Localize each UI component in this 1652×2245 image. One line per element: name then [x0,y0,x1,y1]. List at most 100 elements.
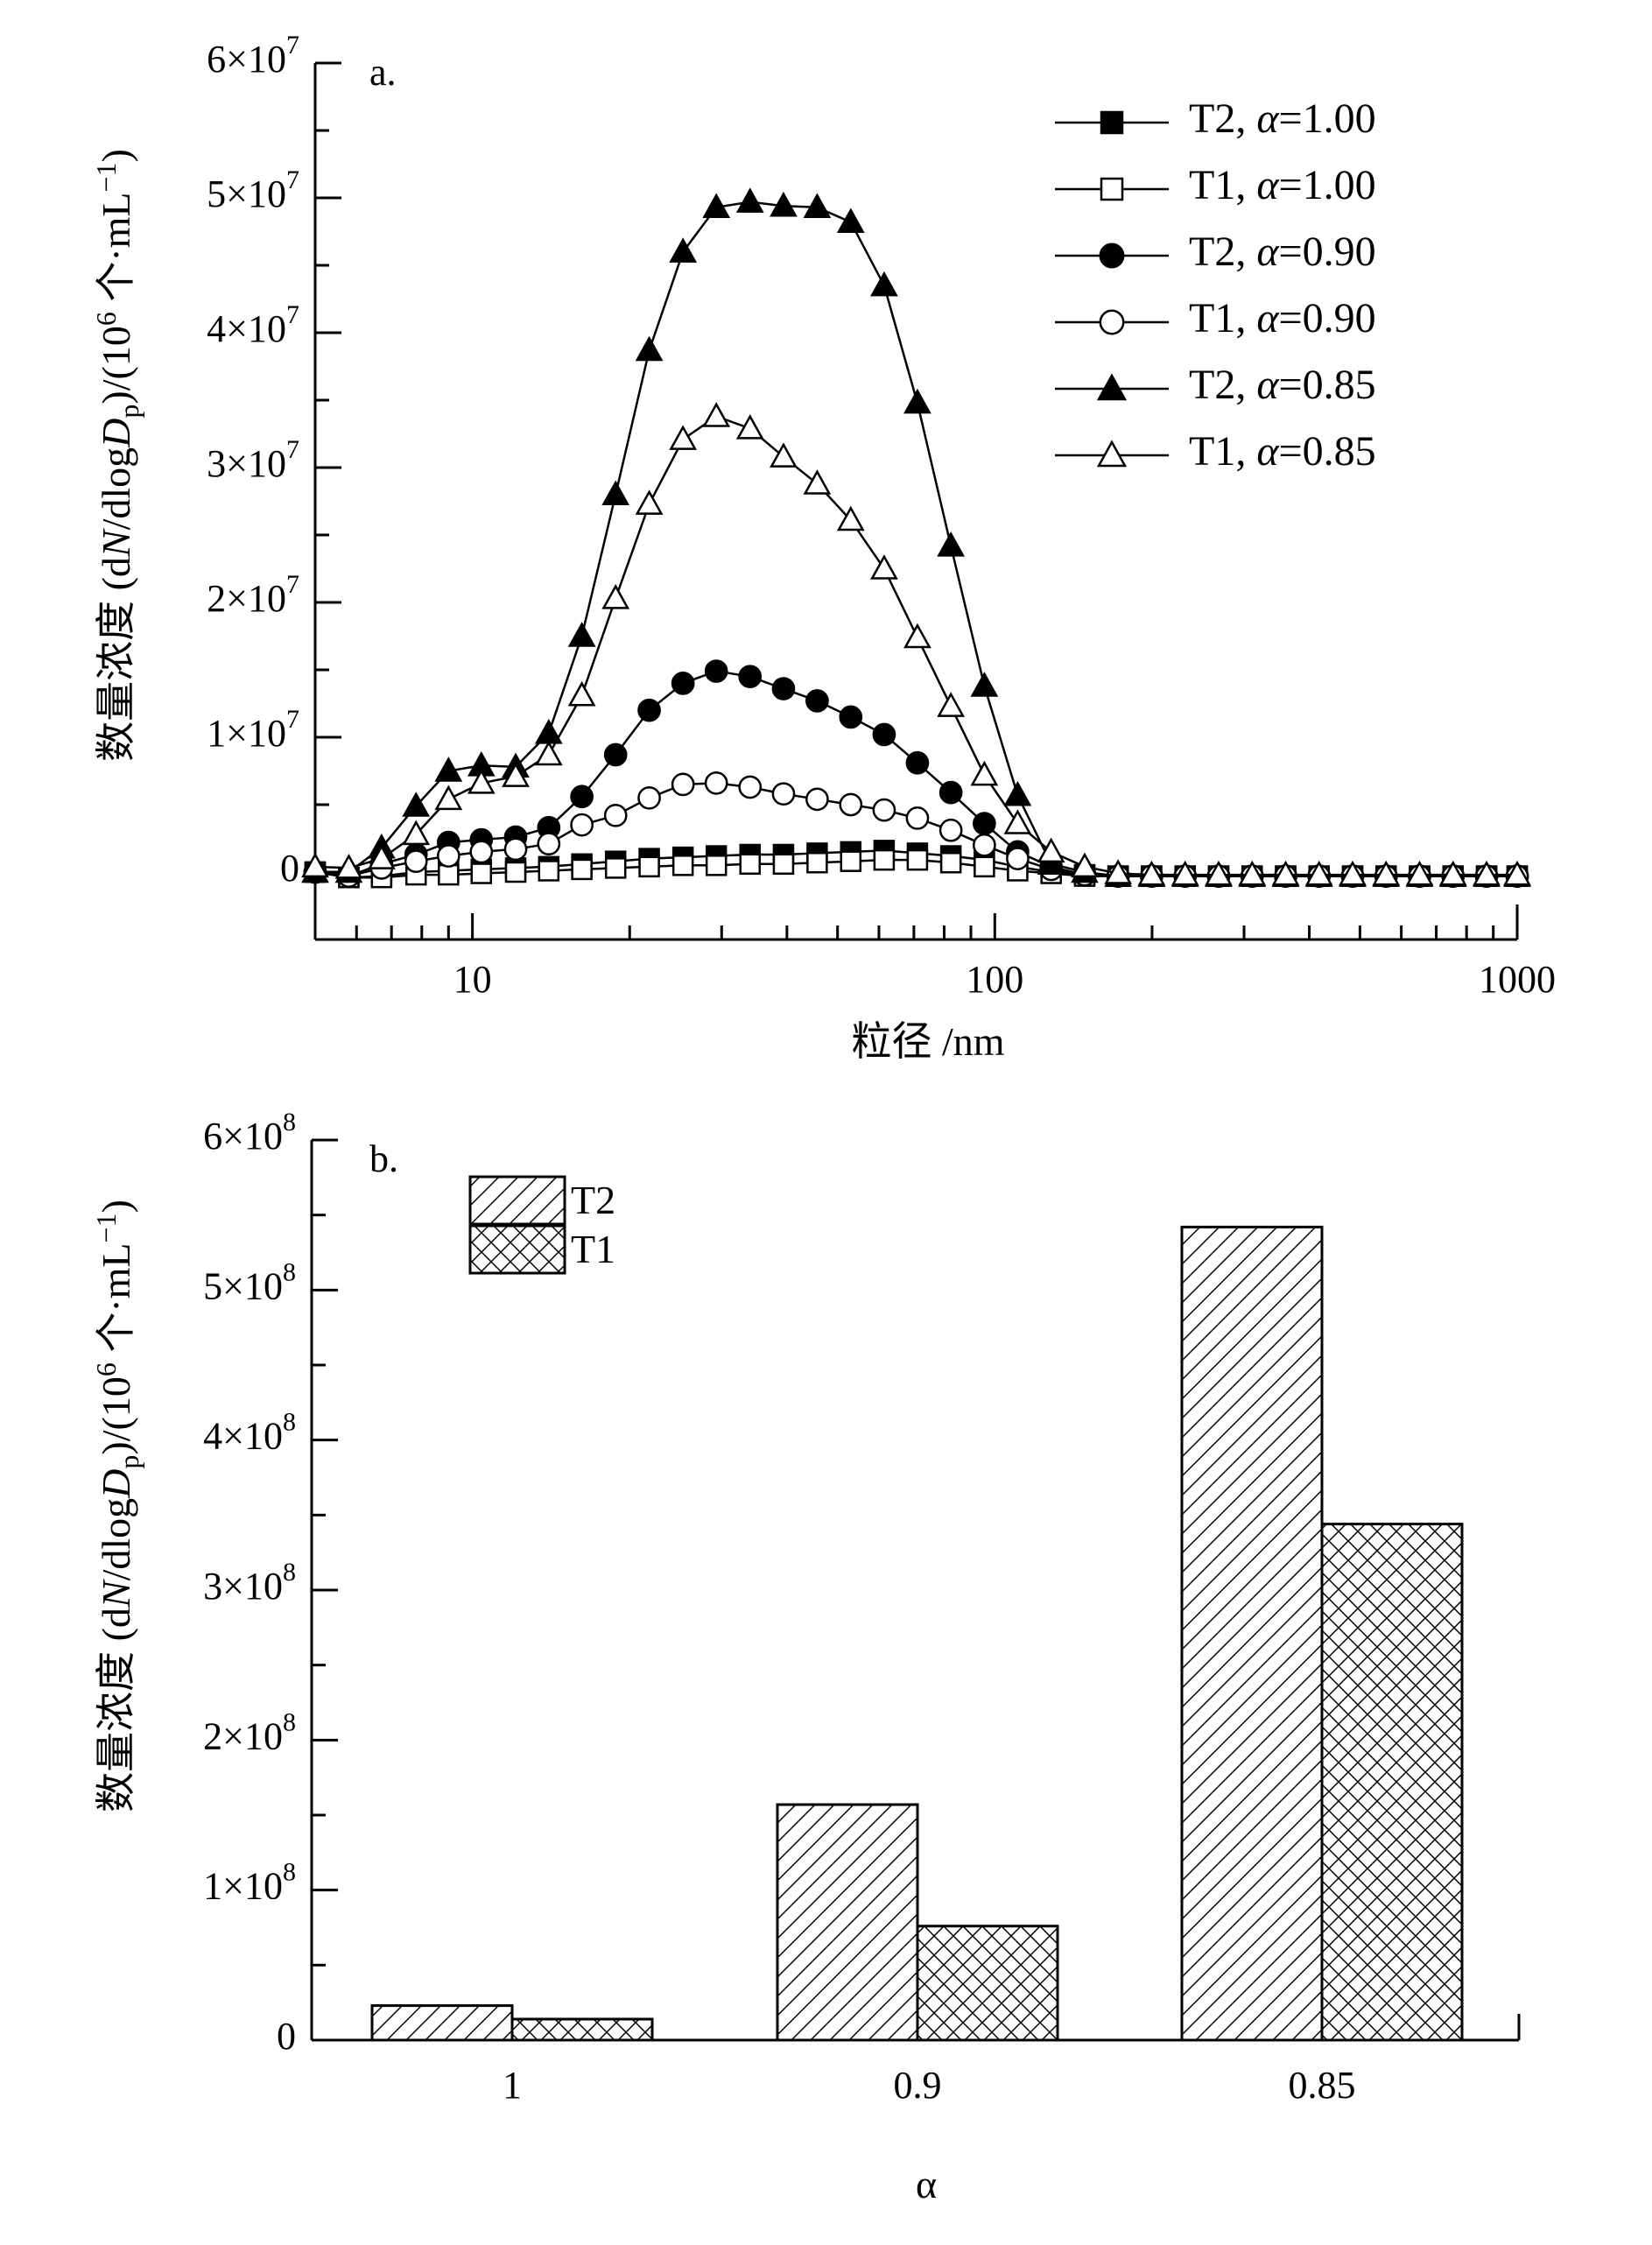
panel-a-data-point [469,840,494,864]
panel-a-data-point [404,849,428,874]
panel-a-data-point [671,772,695,797]
panel-b-legend-label: T1 [571,1227,615,1271]
panel-a-data-point [1438,860,1467,886]
panel-a-data-point [839,792,863,817]
panel-a-legend-marker [1096,440,1128,468]
panel-a-y-tick-label: 0 [280,847,299,890]
panel-b-legend-item-1: T1 [468,1224,615,1275]
panel-a-legend-item-3: T1, α=0.90 [1055,295,1376,341]
panel-a-legend-item-1: T1, α=1.00 [1055,162,1376,208]
panel-a-data-point [669,425,698,450]
panel-a-data-point [1372,860,1401,886]
panel-a-data-point [840,850,862,872]
panel-a-data-point [334,854,363,879]
panel-a-data-point [1339,860,1367,886]
panel-a-data-point [567,622,596,647]
panel-a-data-point [872,798,896,822]
panel-b-bar [1180,1225,1324,2042]
panel-a-data-point [434,757,463,782]
panel-a-data-point [870,554,898,580]
panel-b-x-tick-labels: 1 0.9 0.85 [503,2014,1356,2107]
panel-a-data-point [1473,860,1501,886]
panel-b-y-tick-label: 0 [277,2015,296,2058]
panel-a-data-point [938,780,963,805]
panel-a-data-point [367,844,396,869]
panel-a-data-point [939,851,962,874]
panel-a-legend-marker [1099,309,1125,335]
panel-a-data-point [1037,837,1065,863]
panel-a-data-point [937,531,966,557]
panel-a-data-point [1006,847,1030,870]
panel-a-data-point [1170,860,1199,886]
panel-a-legend-marker [1099,243,1125,269]
panel-a-data-point [704,771,728,795]
panel-a-legend-item-5: T1, α=0.85 [1055,428,1376,475]
panel-a-data-point [938,818,963,842]
panel-a-data-point [1037,849,1065,876]
panel-a-data-point [1205,860,1233,886]
panel-a-data-point [704,659,728,683]
panel-a-legend: T2, α=1.00 T1, α=1.00 T2, α=0.90 T1, α=0.90… [1055,95,1376,475]
panel-a-data-point [738,775,763,799]
panel-b-legend-swatch [468,1175,566,1226]
panel-b-y-tick-label: 4×108 [203,1408,296,1458]
panel-b-y-tick-label: 2×108 [203,1707,296,1757]
panel-a-data-point [805,787,829,812]
panel-a-x-axis-title: 粒径 /nm [851,1019,1004,1064]
panel-a-x-tick-label: 10 [453,958,492,1001]
panel-a-data-point [905,750,930,775]
panel-a-data-point [771,782,796,806]
panel-b-label: b. [369,1137,398,1180]
panel-a-data-point [705,855,728,876]
panel-a-data-point [805,689,829,713]
panel-a-data-point [738,665,763,689]
panel-a-data-point [504,861,527,883]
panel-a-data-point [637,785,661,810]
panel-b-bar [916,1925,1059,2042]
panel-a-legend-marker [1100,110,1124,135]
panel-a-legend-label: T1, α=1.00 [1189,162,1376,208]
panel-a-y-axis-title: 数量浓度 (dN/dlogDp)/(106 个·mL−1) [90,149,144,762]
panel-a-data-point [970,760,999,786]
panel-a-legend-label: T1, α=0.85 [1189,428,1376,475]
panel-a-data-point [438,863,460,886]
panel-a-data-point [1003,809,1032,834]
panel-a-data-point [669,237,698,263]
panel-a-data-point [771,677,796,700]
panel-a-legend-marker [1100,177,1124,201]
panel-a-data-point [603,742,628,767]
panel-a-data-point [1104,859,1133,884]
panel-a-data-point [872,722,896,747]
panel-a-data-point [906,848,929,871]
panel-b-bar [1320,1523,1464,2042]
panel-a-data-point [538,860,560,882]
panel-b-y-tick-label: 3×108 [203,1558,296,1608]
panel-a-data-point [1238,860,1267,886]
panel-a-data-point [638,855,660,878]
panel-a-data-point [671,855,694,876]
panel-a-data-point [301,852,329,878]
panel-b-y-axis-title: 数量浓度 (dN/dlogDp)/(106 个·mL−1) [90,1200,144,1812]
panel-a-data-point [603,803,628,827]
panel-a-data-point [735,187,764,213]
panel-b-x-tick-label: 0.9 [894,2064,942,2107]
panel-a-data-point [870,271,898,297]
panel-a-data-point [973,833,996,857]
panel-a-data-point [534,740,563,766]
panel-a-data-point [702,193,731,219]
panel-a-data-point [702,402,731,427]
panel-a-data-point [1071,852,1099,878]
panel-a-data-point [974,855,995,878]
panel-a-series [301,187,1531,889]
panel-a-data-point [772,853,795,876]
panel-b-bar [370,2004,514,2042]
panel-a-data-point [1003,780,1032,806]
panel-a-legend-item-0: T2, α=1.00 [1055,95,1376,142]
panel-a-data-point [671,672,695,695]
panel-b-y-tick-labels: 6×108 5×108 4×108 3×108 2×108 1×108 0 [203,1108,296,2058]
panel-b-legend-label: T2 [571,1178,615,1222]
panel-b-y-tick-label: 6×108 [203,1108,296,1158]
panel-a-label: a. [369,51,397,94]
panel-a-data-point [502,762,530,787]
